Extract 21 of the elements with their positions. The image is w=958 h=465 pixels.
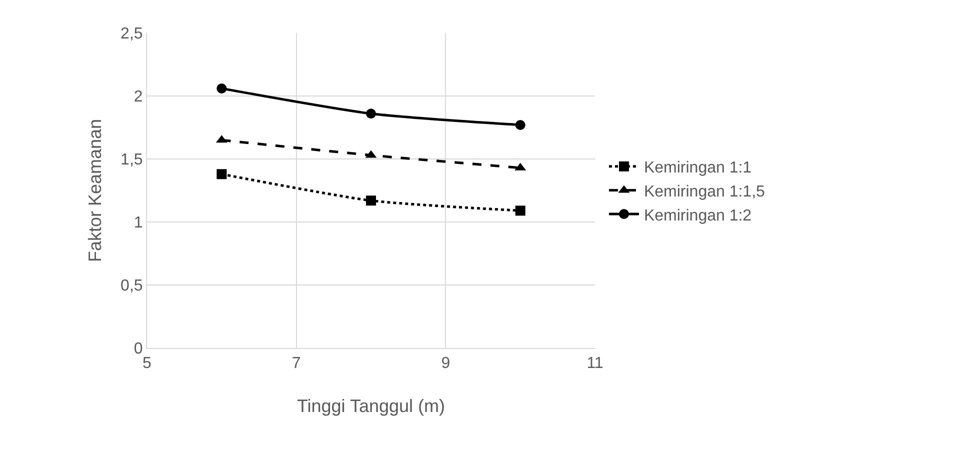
y-tick-label: 1 xyxy=(134,214,143,232)
y-tick-label: 2 xyxy=(134,88,143,106)
y-tick-label: 2,5 xyxy=(120,26,143,43)
y-axis-title: Faktor Keamanan xyxy=(85,118,105,262)
point xyxy=(216,83,227,94)
x-tick-label: 7 xyxy=(292,355,301,372)
point xyxy=(515,120,526,130)
x-axis-title: Tinggi Tanggul (m) xyxy=(296,396,446,416)
x-tick-label: 5 xyxy=(142,355,152,372)
point xyxy=(515,206,526,216)
y-tick-label: 0,5 xyxy=(120,278,143,295)
point xyxy=(216,169,227,180)
legend-label: Kemiringan 1:2 xyxy=(644,207,752,224)
legend-label: Kemiringan 1:1 xyxy=(644,160,752,177)
x-tick-label: 9 xyxy=(441,355,450,372)
x-tick-label: 11 xyxy=(586,355,604,372)
point xyxy=(366,196,376,206)
legend-label: Kemiringan 1:1,5 xyxy=(644,183,766,200)
y-tick-label: 0 xyxy=(134,340,143,358)
point xyxy=(366,108,376,119)
y-tick-label: 1,5 xyxy=(120,152,143,169)
